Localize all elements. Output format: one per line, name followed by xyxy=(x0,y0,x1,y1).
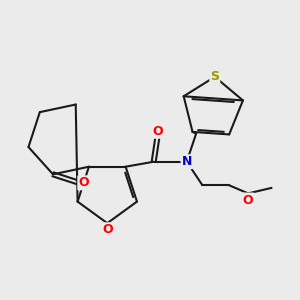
Text: O: O xyxy=(78,176,89,189)
Text: N: N xyxy=(182,155,192,168)
Text: O: O xyxy=(243,194,254,206)
Text: O: O xyxy=(102,223,112,236)
Text: O: O xyxy=(152,125,163,138)
Text: S: S xyxy=(210,70,219,83)
